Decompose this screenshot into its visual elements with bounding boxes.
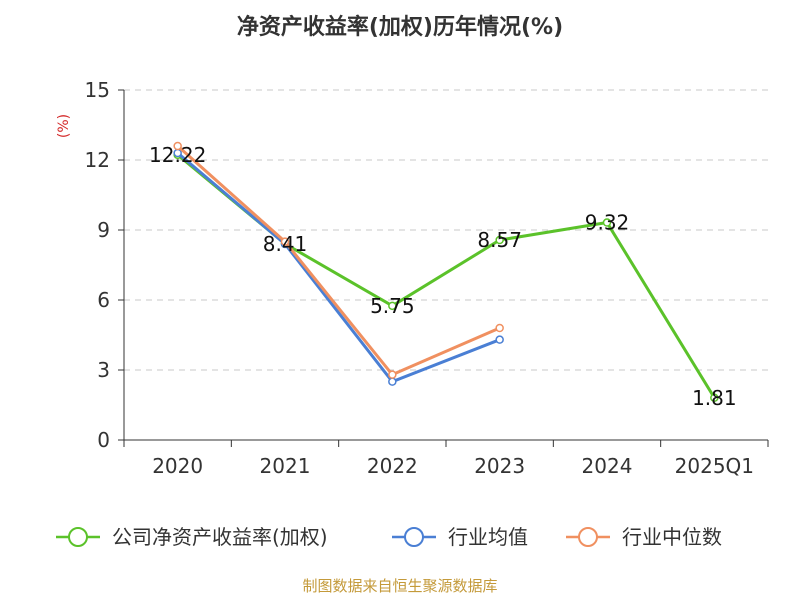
data-point — [173, 141, 182, 151]
legend-label: 行业均值 — [448, 525, 528, 549]
data-point — [495, 323, 504, 333]
data-point — [280, 237, 290, 246]
data-label: 1.81 — [692, 386, 737, 410]
grid-lines — [124, 89, 768, 371]
chart-title: 净资产收益率(加权)历年情况(%) — [237, 14, 563, 40]
data-point — [388, 301, 397, 311]
legend-marker — [68, 527, 88, 547]
data-label: 9.32 — [585, 211, 630, 235]
data-label: 12.22 — [149, 143, 206, 167]
data-labels: 12.22 8.41 5.75 8.57 9.32 1.81 — [149, 143, 737, 410]
y-tick-label: 0 — [97, 428, 110, 452]
data-point — [388, 377, 397, 386]
data-label: 8.41 — [263, 232, 308, 256]
x-tick-label: 2022 — [367, 454, 418, 478]
y-tick-label: 6 — [97, 288, 110, 312]
legend-marker — [404, 527, 424, 547]
series-2 — [173, 141, 504, 379]
series-0 — [173, 150, 719, 403]
x-tick-label: 2020 — [152, 454, 203, 478]
legend-label: 公司净资产收益率(加权) — [112, 525, 328, 549]
legend-label: 行业中位数 — [622, 525, 722, 549]
y-tick-label: 3 — [97, 358, 110, 382]
x-tick-label: 2025Q1 — [675, 454, 754, 478]
legend-item-0: 公司净资产收益率(加权) — [56, 525, 328, 549]
x-tick-label: 2023 — [474, 454, 525, 478]
source-note: 制图数据来自恒生聚源数据库 — [302, 577, 497, 595]
axes: 0 3 6 9 12 15 2020 2021 2022 2023 2024 2025Q1 — [85, 78, 769, 478]
legend-item-1: 行业均值 — [392, 525, 528, 549]
y-axis-unit: (%) — [56, 114, 72, 138]
series-line — [176, 151, 501, 384]
y-tick-label: 15 — [85, 78, 110, 102]
data-point — [602, 218, 612, 227]
series-layer — [173, 141, 719, 403]
legend-marker — [578, 527, 598, 547]
y-tick-label: 9 — [97, 218, 110, 242]
data-label: 8.57 — [477, 228, 522, 252]
x-tick-label: 2021 — [260, 454, 311, 478]
x-tick-label: 2024 — [582, 454, 633, 478]
y-tick-label: 12 — [85, 148, 110, 172]
data-label: 5.75 — [370, 294, 415, 318]
legend-item-2: 行业中位数 — [566, 525, 722, 549]
data-point — [495, 235, 504, 245]
data-point — [388, 370, 397, 379]
data-point — [495, 335, 504, 344]
series-line — [176, 144, 501, 377]
data-point — [710, 393, 719, 403]
legend: 公司净资产收益率(加权) 行业均值 行业中位数 — [56, 525, 722, 549]
